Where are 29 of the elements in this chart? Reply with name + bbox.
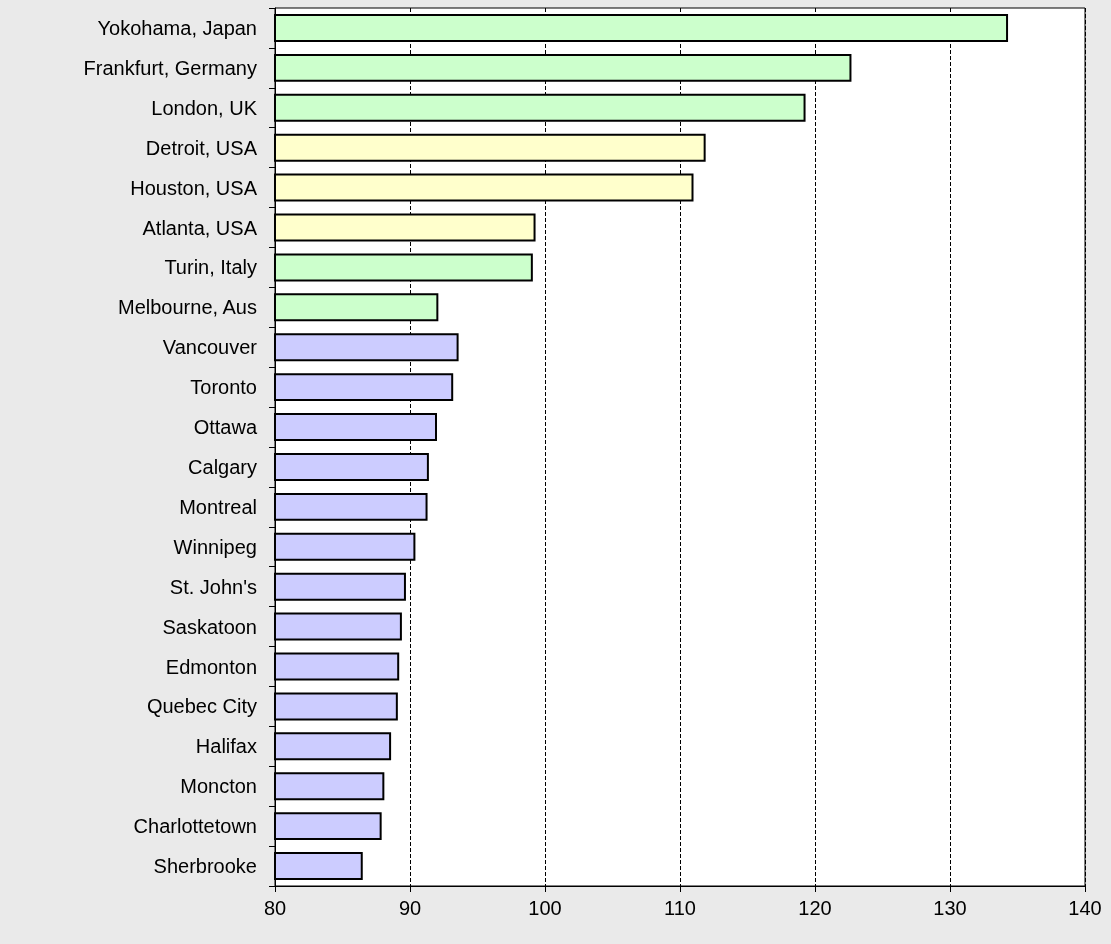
y-tick-label: Turin, Italy	[164, 256, 257, 279]
y-tick-label: St. John's	[169, 575, 257, 598]
y-tick-label: Calgary	[188, 455, 257, 478]
y-tick-label: Melbourne, Aus	[118, 296, 257, 319]
y-tick-label: Charlottetown	[133, 815, 257, 838]
x-tick-label: 120	[798, 897, 832, 919]
y-tick-label: London, UK	[151, 96, 258, 119]
y-tick-label: Frankfurt, Germany	[83, 56, 257, 79]
y-tick-label: Houston, USA	[130, 176, 258, 199]
x-tick-label: 90	[398, 897, 422, 919]
y-tick-label: Toronto	[190, 376, 257, 399]
y-tick-label: Atlanta, USA	[142, 216, 258, 239]
x-tick-label: 130	[933, 897, 967, 919]
y-tick-label: Moncton	[180, 775, 257, 798]
y-tick-label: Vancouver	[162, 336, 258, 359]
y-tick-label: Yokohama, Japan	[97, 16, 257, 39]
x-tick-label: 110	[664, 897, 696, 919]
y-tick-label: Quebec City	[146, 695, 257, 718]
y-tick-label: Ottawa	[193, 416, 258, 439]
x-tick-label: 140	[1068, 897, 1102, 919]
x-tick-label: 100	[528, 897, 562, 919]
y-tick-label: Sherbrooke	[153, 855, 257, 878]
y-tick-label: Detroit, USA	[145, 136, 258, 159]
y-tick-label: Winnipeg	[173, 535, 257, 558]
y-tick-label: Saskatoon	[162, 615, 257, 638]
y-tick-label: Halifax	[195, 735, 257, 758]
y-tick-label: Montreal	[179, 495, 257, 518]
x-tick-label: 80	[263, 897, 287, 919]
y-tick-label: Edmonton	[165, 655, 257, 678]
